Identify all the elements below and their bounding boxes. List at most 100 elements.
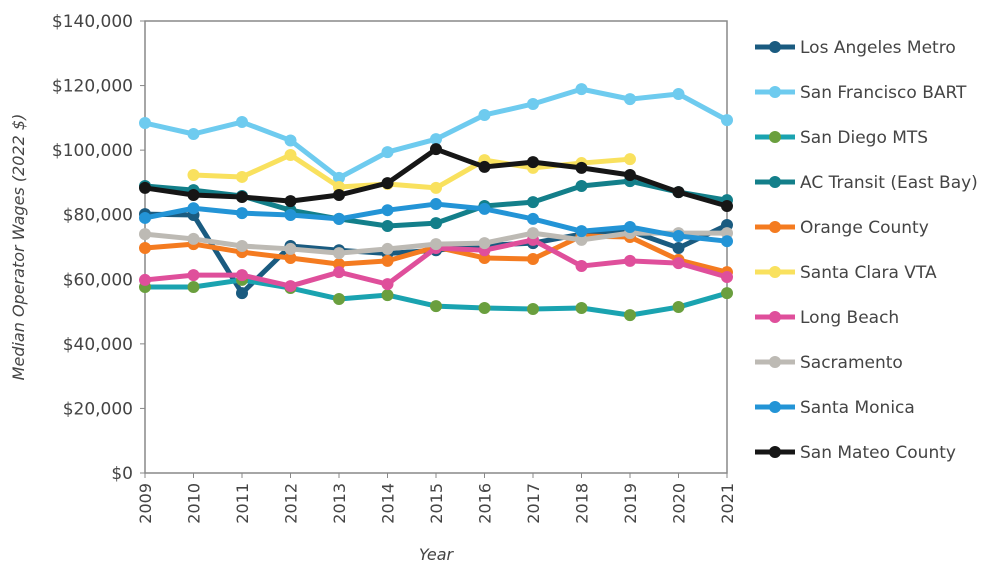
y-tick-label: $40,000 bbox=[63, 335, 133, 355]
data-point bbox=[478, 108, 491, 121]
data-point bbox=[284, 134, 297, 147]
data-point bbox=[672, 241, 685, 254]
data-point bbox=[284, 242, 297, 255]
data-point bbox=[139, 228, 151, 241]
data-point bbox=[527, 302, 539, 315]
data-point bbox=[527, 156, 539, 169]
data-point bbox=[139, 241, 151, 254]
data-point bbox=[672, 186, 685, 199]
x-tick-label: 2015 bbox=[427, 483, 446, 524]
legend-marker bbox=[769, 356, 781, 368]
y-axis-label: Median Operator Wages (2022 $) bbox=[9, 114, 28, 381]
data-point bbox=[284, 280, 297, 293]
x-tick-label: 2009 bbox=[136, 483, 155, 524]
series-san-mateo-county bbox=[139, 143, 733, 212]
series-santa-clara-vta bbox=[187, 148, 636, 194]
x-tick-label: 2020 bbox=[670, 483, 689, 524]
data-point bbox=[575, 179, 588, 192]
data-point bbox=[721, 287, 733, 300]
series-san-francisco-bart bbox=[139, 83, 733, 184]
legend-marker bbox=[769, 131, 781, 143]
data-point bbox=[430, 181, 442, 194]
x-tick-label: 2017 bbox=[524, 483, 543, 524]
legend-label: San Francisco BART bbox=[800, 83, 967, 103]
data-point bbox=[430, 300, 442, 313]
x-tick-label: 2013 bbox=[330, 483, 349, 524]
legend-label: Long Beach bbox=[800, 308, 899, 328]
data-point bbox=[284, 209, 297, 222]
data-point bbox=[284, 148, 297, 161]
data-point bbox=[430, 133, 442, 146]
legend-label: Los Angeles Metro bbox=[800, 38, 956, 58]
data-point bbox=[478, 160, 491, 173]
y-tick-label: $0 bbox=[111, 464, 133, 484]
data-point bbox=[187, 202, 200, 215]
data-point bbox=[139, 211, 151, 224]
data-point bbox=[624, 309, 636, 322]
data-point bbox=[381, 242, 394, 255]
data-point bbox=[236, 287, 248, 300]
data-point bbox=[721, 114, 733, 127]
x-tick-label: 2021 bbox=[718, 483, 737, 524]
data-point bbox=[624, 153, 636, 166]
legend: Los Angeles Metro San Francisco BART San D… bbox=[755, 38, 978, 463]
data-point bbox=[187, 169, 200, 182]
legend-marker bbox=[769, 266, 781, 278]
data-point bbox=[527, 227, 539, 240]
x-tick-label: 2012 bbox=[282, 483, 301, 524]
data-point bbox=[478, 202, 491, 215]
data-point bbox=[624, 169, 636, 182]
data-point bbox=[381, 278, 394, 291]
data-point bbox=[721, 235, 733, 248]
data-point bbox=[381, 204, 394, 217]
data-point bbox=[575, 233, 588, 246]
series-lines bbox=[139, 83, 733, 322]
data-point bbox=[478, 237, 491, 250]
data-point bbox=[333, 189, 345, 202]
legend-marker bbox=[769, 446, 781, 458]
data-point bbox=[624, 254, 636, 267]
data-point bbox=[139, 181, 151, 194]
data-point bbox=[672, 230, 685, 243]
data-point bbox=[236, 207, 248, 220]
data-point bbox=[236, 269, 248, 282]
data-point bbox=[284, 195, 297, 208]
data-point bbox=[527, 212, 539, 225]
data-point bbox=[527, 252, 539, 265]
data-point bbox=[187, 232, 200, 245]
legend-label: Santa Monica bbox=[800, 398, 915, 418]
x-tick-label: 2010 bbox=[185, 483, 204, 524]
legend-label: AC Transit (East Bay) bbox=[800, 173, 978, 193]
data-point bbox=[624, 93, 636, 106]
legend-item: Santa Monica bbox=[755, 398, 915, 418]
data-point bbox=[721, 271, 733, 284]
data-point bbox=[672, 257, 685, 270]
data-point bbox=[284, 251, 297, 264]
data-point bbox=[381, 146, 394, 159]
data-point bbox=[575, 225, 588, 238]
axes: $0 $20,000 $40,000 $60,000 $80,000 $100,000 $1… bbox=[52, 12, 737, 524]
legend-label: Sacramento bbox=[800, 353, 903, 373]
legend-label: Orange County bbox=[800, 218, 929, 238]
data-point bbox=[236, 116, 248, 129]
data-point bbox=[381, 177, 394, 190]
data-point bbox=[478, 302, 491, 315]
legend-label: San Diego MTS bbox=[800, 128, 928, 148]
data-point bbox=[381, 289, 394, 302]
data-point bbox=[430, 217, 442, 230]
legend-marker bbox=[769, 41, 781, 53]
legend-item: San Mateo County bbox=[755, 443, 956, 463]
x-tick-label: 2018 bbox=[573, 483, 592, 524]
data-point bbox=[187, 189, 200, 202]
data-point bbox=[139, 117, 151, 130]
legend-item: Los Angeles Metro bbox=[755, 38, 956, 58]
data-point bbox=[430, 143, 442, 156]
data-point bbox=[333, 212, 345, 225]
y-tick-label: $120,000 bbox=[52, 77, 133, 97]
data-point bbox=[672, 87, 685, 100]
data-point bbox=[236, 170, 248, 183]
data-point bbox=[721, 199, 733, 212]
data-point bbox=[333, 247, 345, 260]
